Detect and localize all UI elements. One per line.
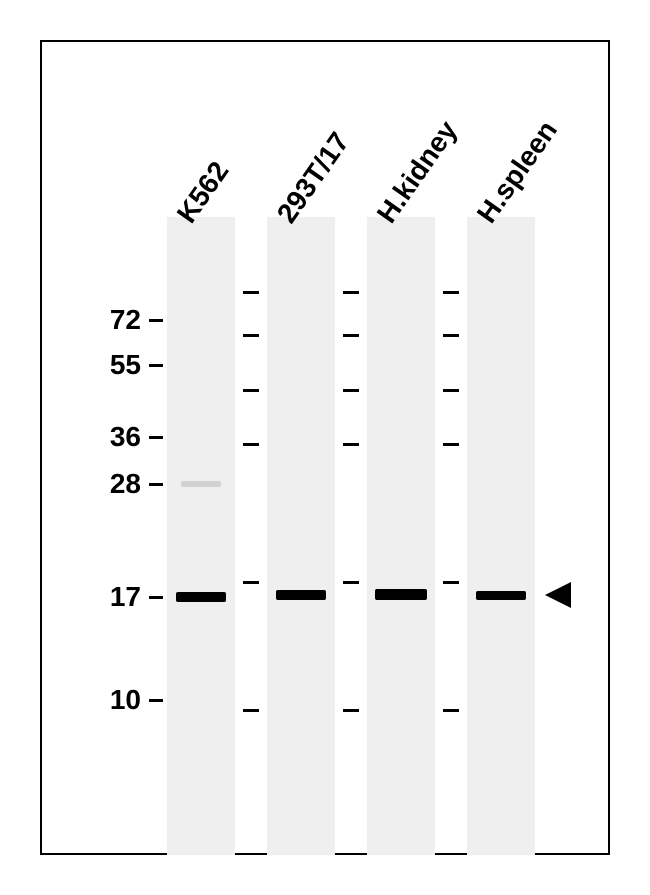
band-lane1 [176,592,226,602]
band-lane2 [276,590,326,600]
mw-label-36: 36 [110,421,141,453]
mw-tick-36 [149,436,163,439]
mw-tick-10 [149,699,163,702]
interlane-tick [443,581,459,584]
lane-label-h-kidney: H.kidney [371,115,464,229]
interlane-tick [343,291,359,294]
lane-h-kidney [367,217,435,855]
target-arrow-icon [545,582,571,608]
interlane-tick [343,443,359,446]
band-lane3 [375,589,427,600]
lane-label-h-spleen: H.spleen [471,115,564,229]
interlane-tick [243,334,259,337]
interlane-tick [443,291,459,294]
interlane-tick [243,389,259,392]
mw-label-10: 10 [110,684,141,716]
mw-label-17: 17 [110,581,141,613]
interlane-tick [243,581,259,584]
band-lane4 [476,591,526,600]
mw-label-28: 28 [110,468,141,500]
interlane-tick [343,389,359,392]
blot-frame: K562 293T/17 H.kidney H.spleen 725536281… [40,40,610,855]
mw-label-72: 72 [110,304,141,336]
interlane-tick [343,709,359,712]
mw-tick-55 [149,364,163,367]
faint-band-lane1 [181,481,221,487]
interlane-tick [243,291,259,294]
mw-tick-72 [149,319,163,322]
interlane-tick [243,443,259,446]
interlane-tick [443,443,459,446]
lane-k562 [167,217,235,855]
lane-label-293t17: 293T/17 [271,126,356,229]
interlane-tick [443,709,459,712]
lane-293t17 [267,217,335,855]
interlane-tick [343,581,359,584]
interlane-tick [443,334,459,337]
mw-label-55: 55 [110,349,141,381]
interlane-tick [243,709,259,712]
lane-h-spleen [467,217,535,855]
mw-tick-17 [149,596,163,599]
interlane-tick [443,389,459,392]
mw-tick-28 [149,483,163,486]
interlane-tick [343,334,359,337]
